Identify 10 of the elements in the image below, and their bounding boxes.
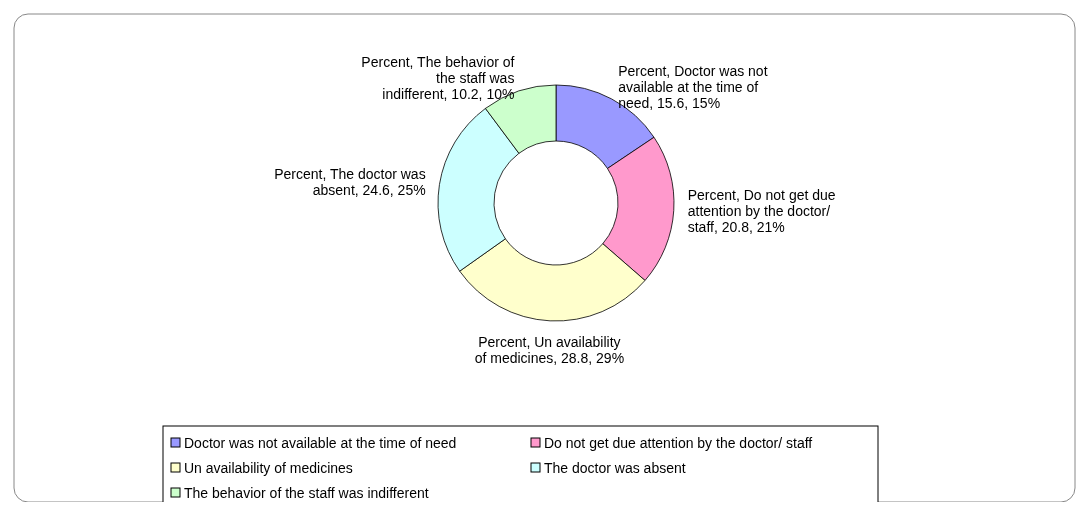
legend-label: The doctor was absent	[544, 460, 686, 476]
data-label: Percent, Doctor was not available at the time of need, 15.6, 15%	[618, 62, 768, 111]
data-label: Percent, Do not get due attention by the doctor/ staff, 20.8, 21%	[687, 187, 836, 236]
legend-label: Un availability of medicines	[184, 460, 353, 476]
data-label: Percent, Un availability of medicines, 28.8, 29%	[474, 333, 625, 366]
legend-label: The behavior of the staff was indifferent	[184, 485, 429, 501]
legend-label: Do not get due attention by the doctor/ staff	[544, 435, 813, 451]
legend-label: Doctor was not available at the time of need	[184, 435, 457, 451]
data-label: Percent, The behavior of the staff was indifferent, 10.2, 10%	[361, 53, 515, 102]
data-label: Percent, The doctor was absent, 24.6, 25%	[274, 166, 426, 199]
